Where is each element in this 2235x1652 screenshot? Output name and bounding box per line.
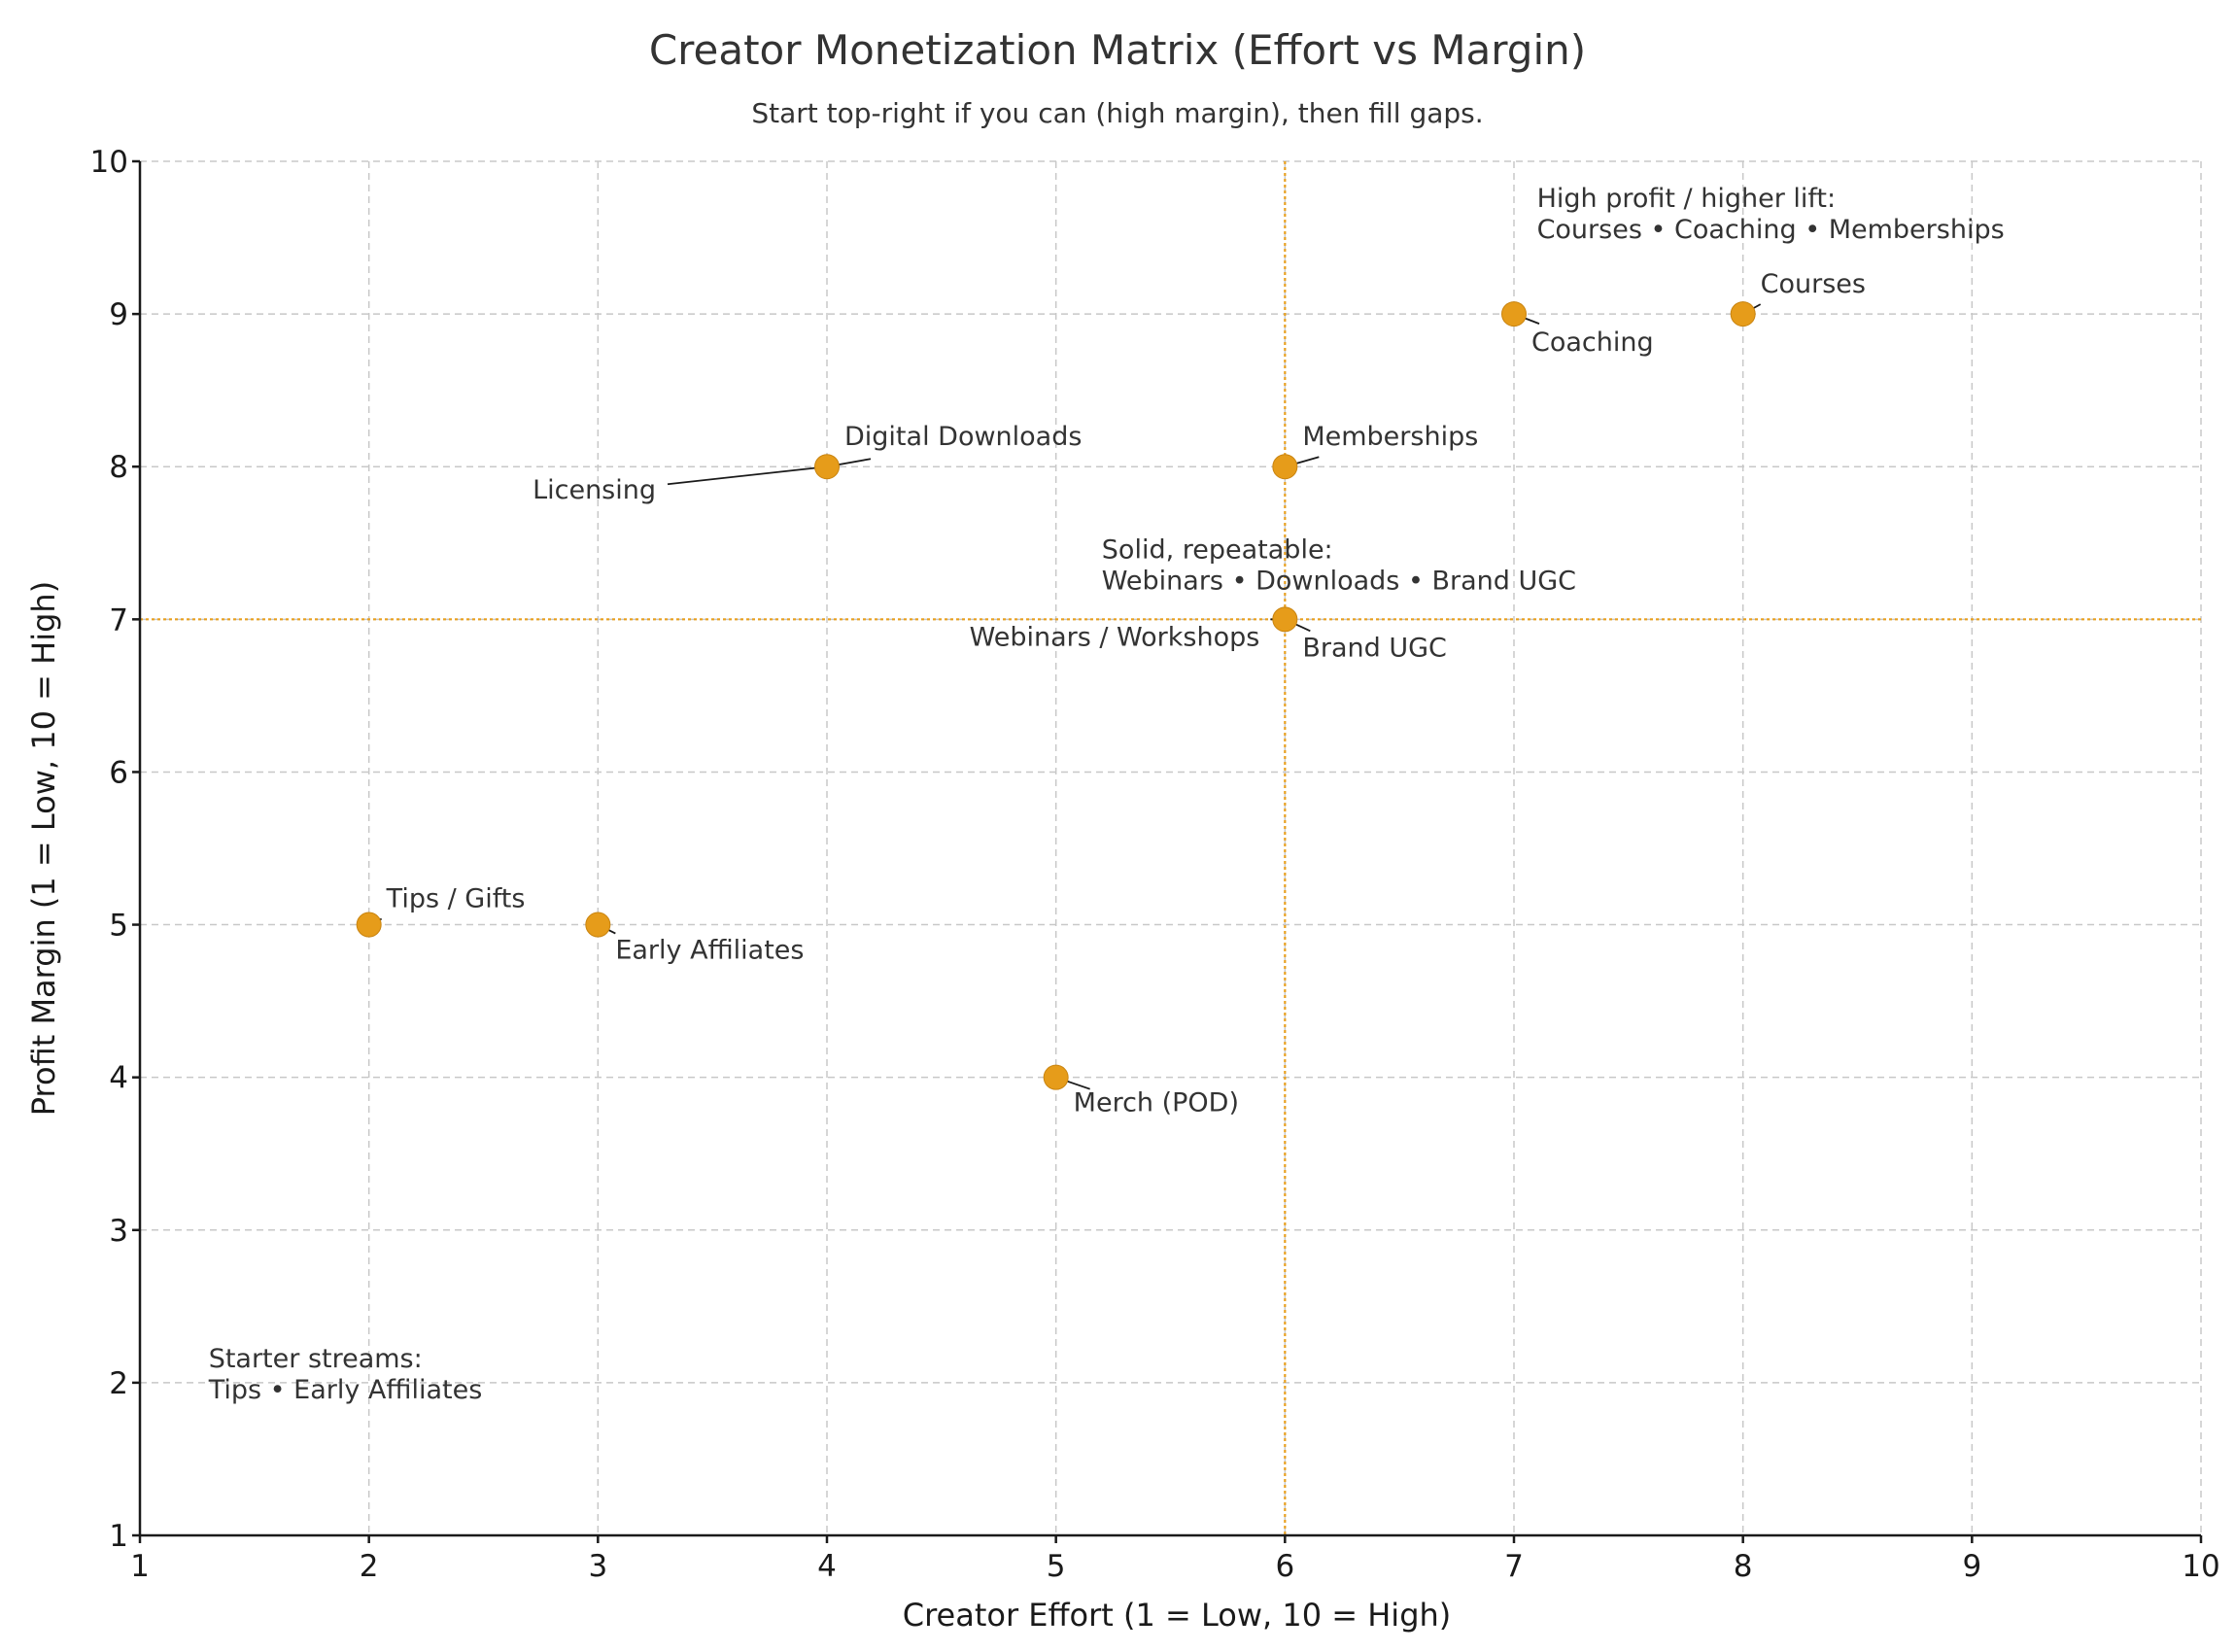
y-tick-label: 5 — [109, 909, 128, 944]
annotation-line: High profit / higher lift: — [1537, 184, 1837, 214]
point-label: Tips / Gifts — [386, 884, 526, 914]
annotation-line: Starter streams: — [209, 1344, 423, 1374]
point-label: Coaching — [1531, 327, 1654, 358]
x-tick-label: 9 — [1962, 1549, 1981, 1584]
y-axis-label: Profit Margin (1 = Low, 10 = High) — [25, 581, 62, 1116]
point-label: Early Affiliates — [615, 936, 804, 966]
data-point — [814, 454, 840, 480]
data-point — [585, 912, 611, 938]
annotation-starter: Starter streams: Tips • Early Affiliates — [208, 1344, 483, 1405]
y-tick-label: 7 — [109, 602, 128, 637]
annotation-high: High profit / higher lift: Courses • Coac… — [1537, 184, 2005, 245]
chart-title: Creator Monetization Matrix (Effort vs M… — [649, 26, 1586, 74]
data-points — [356, 301, 1756, 1090]
y-tick-label: 4 — [109, 1061, 128, 1096]
y-tick-label: 8 — [109, 450, 128, 485]
point-label: Courses — [1761, 269, 1866, 299]
x-tick-label: 5 — [1047, 1549, 1066, 1584]
data-point — [1043, 1064, 1069, 1090]
x-tick-label: 8 — [1734, 1549, 1753, 1584]
data-point — [1730, 301, 1756, 327]
grid — [140, 160, 2202, 1535]
annotation-line: Webinars • Downloads • Brand UGC — [1102, 566, 1576, 596]
x-tick-label: 2 — [360, 1549, 379, 1584]
x-tick-label: 4 — [817, 1549, 837, 1584]
chart-subtitle: Start top-right if you can (high margin)… — [751, 97, 1483, 129]
annotation-line: Courses • Coaching • Memberships — [1537, 215, 2005, 245]
data-point — [1272, 454, 1298, 480]
x-tick-label: 10 — [2182, 1549, 2219, 1584]
data-point — [356, 912, 382, 938]
point-label: Digital Downloads — [844, 422, 1082, 452]
x-tick-label: 6 — [1275, 1549, 1294, 1584]
axes — [132, 159, 2203, 1543]
annotation-line: Tips • Early Affiliates — [208, 1375, 483, 1405]
y-tick-label: 9 — [109, 297, 128, 332]
y-tick-label: 10 — [90, 145, 128, 180]
annotation-solid: Solid, repeatable: Webinars • Downloads •… — [1102, 534, 1576, 596]
x-tick-label: 1 — [130, 1549, 150, 1584]
y-tick-label: 2 — [109, 1366, 128, 1401]
point-label: Licensing — [533, 475, 656, 505]
reference-lines — [140, 161, 2201, 1535]
x-tick-label: 3 — [588, 1549, 607, 1584]
leader-line — [667, 465, 828, 486]
point-label: Merch (POD) — [1074, 1088, 1239, 1119]
y-tick-label: 6 — [109, 755, 128, 790]
data-point — [1501, 301, 1527, 327]
annotation-line: Solid, repeatable: — [1102, 534, 1333, 565]
annotations: High profit / higher lift: Courses • Coac… — [208, 184, 2005, 1405]
point-label: Webinars / Workshops — [970, 622, 1260, 652]
y-tick-label: 3 — [109, 1214, 128, 1249]
x-axis-label: Creator Effort (1 = Low, 10 = High) — [903, 1597, 1452, 1634]
point-labels: Tips / Gifts Early Affiliates Merch (POD) D… — [386, 269, 1866, 1119]
data-point — [1272, 606, 1298, 633]
point-label: Brand UGC — [1302, 633, 1447, 663]
point-label: Memberships — [1302, 422, 1478, 452]
tick-labels: 1 2 3 4 5 6 7 8 9 10 1 2 3 4 5 6 7 8 9 10 — [90, 145, 2220, 1584]
y-tick-label: 1 — [109, 1519, 128, 1554]
x-tick-label: 7 — [1504, 1549, 1524, 1584]
